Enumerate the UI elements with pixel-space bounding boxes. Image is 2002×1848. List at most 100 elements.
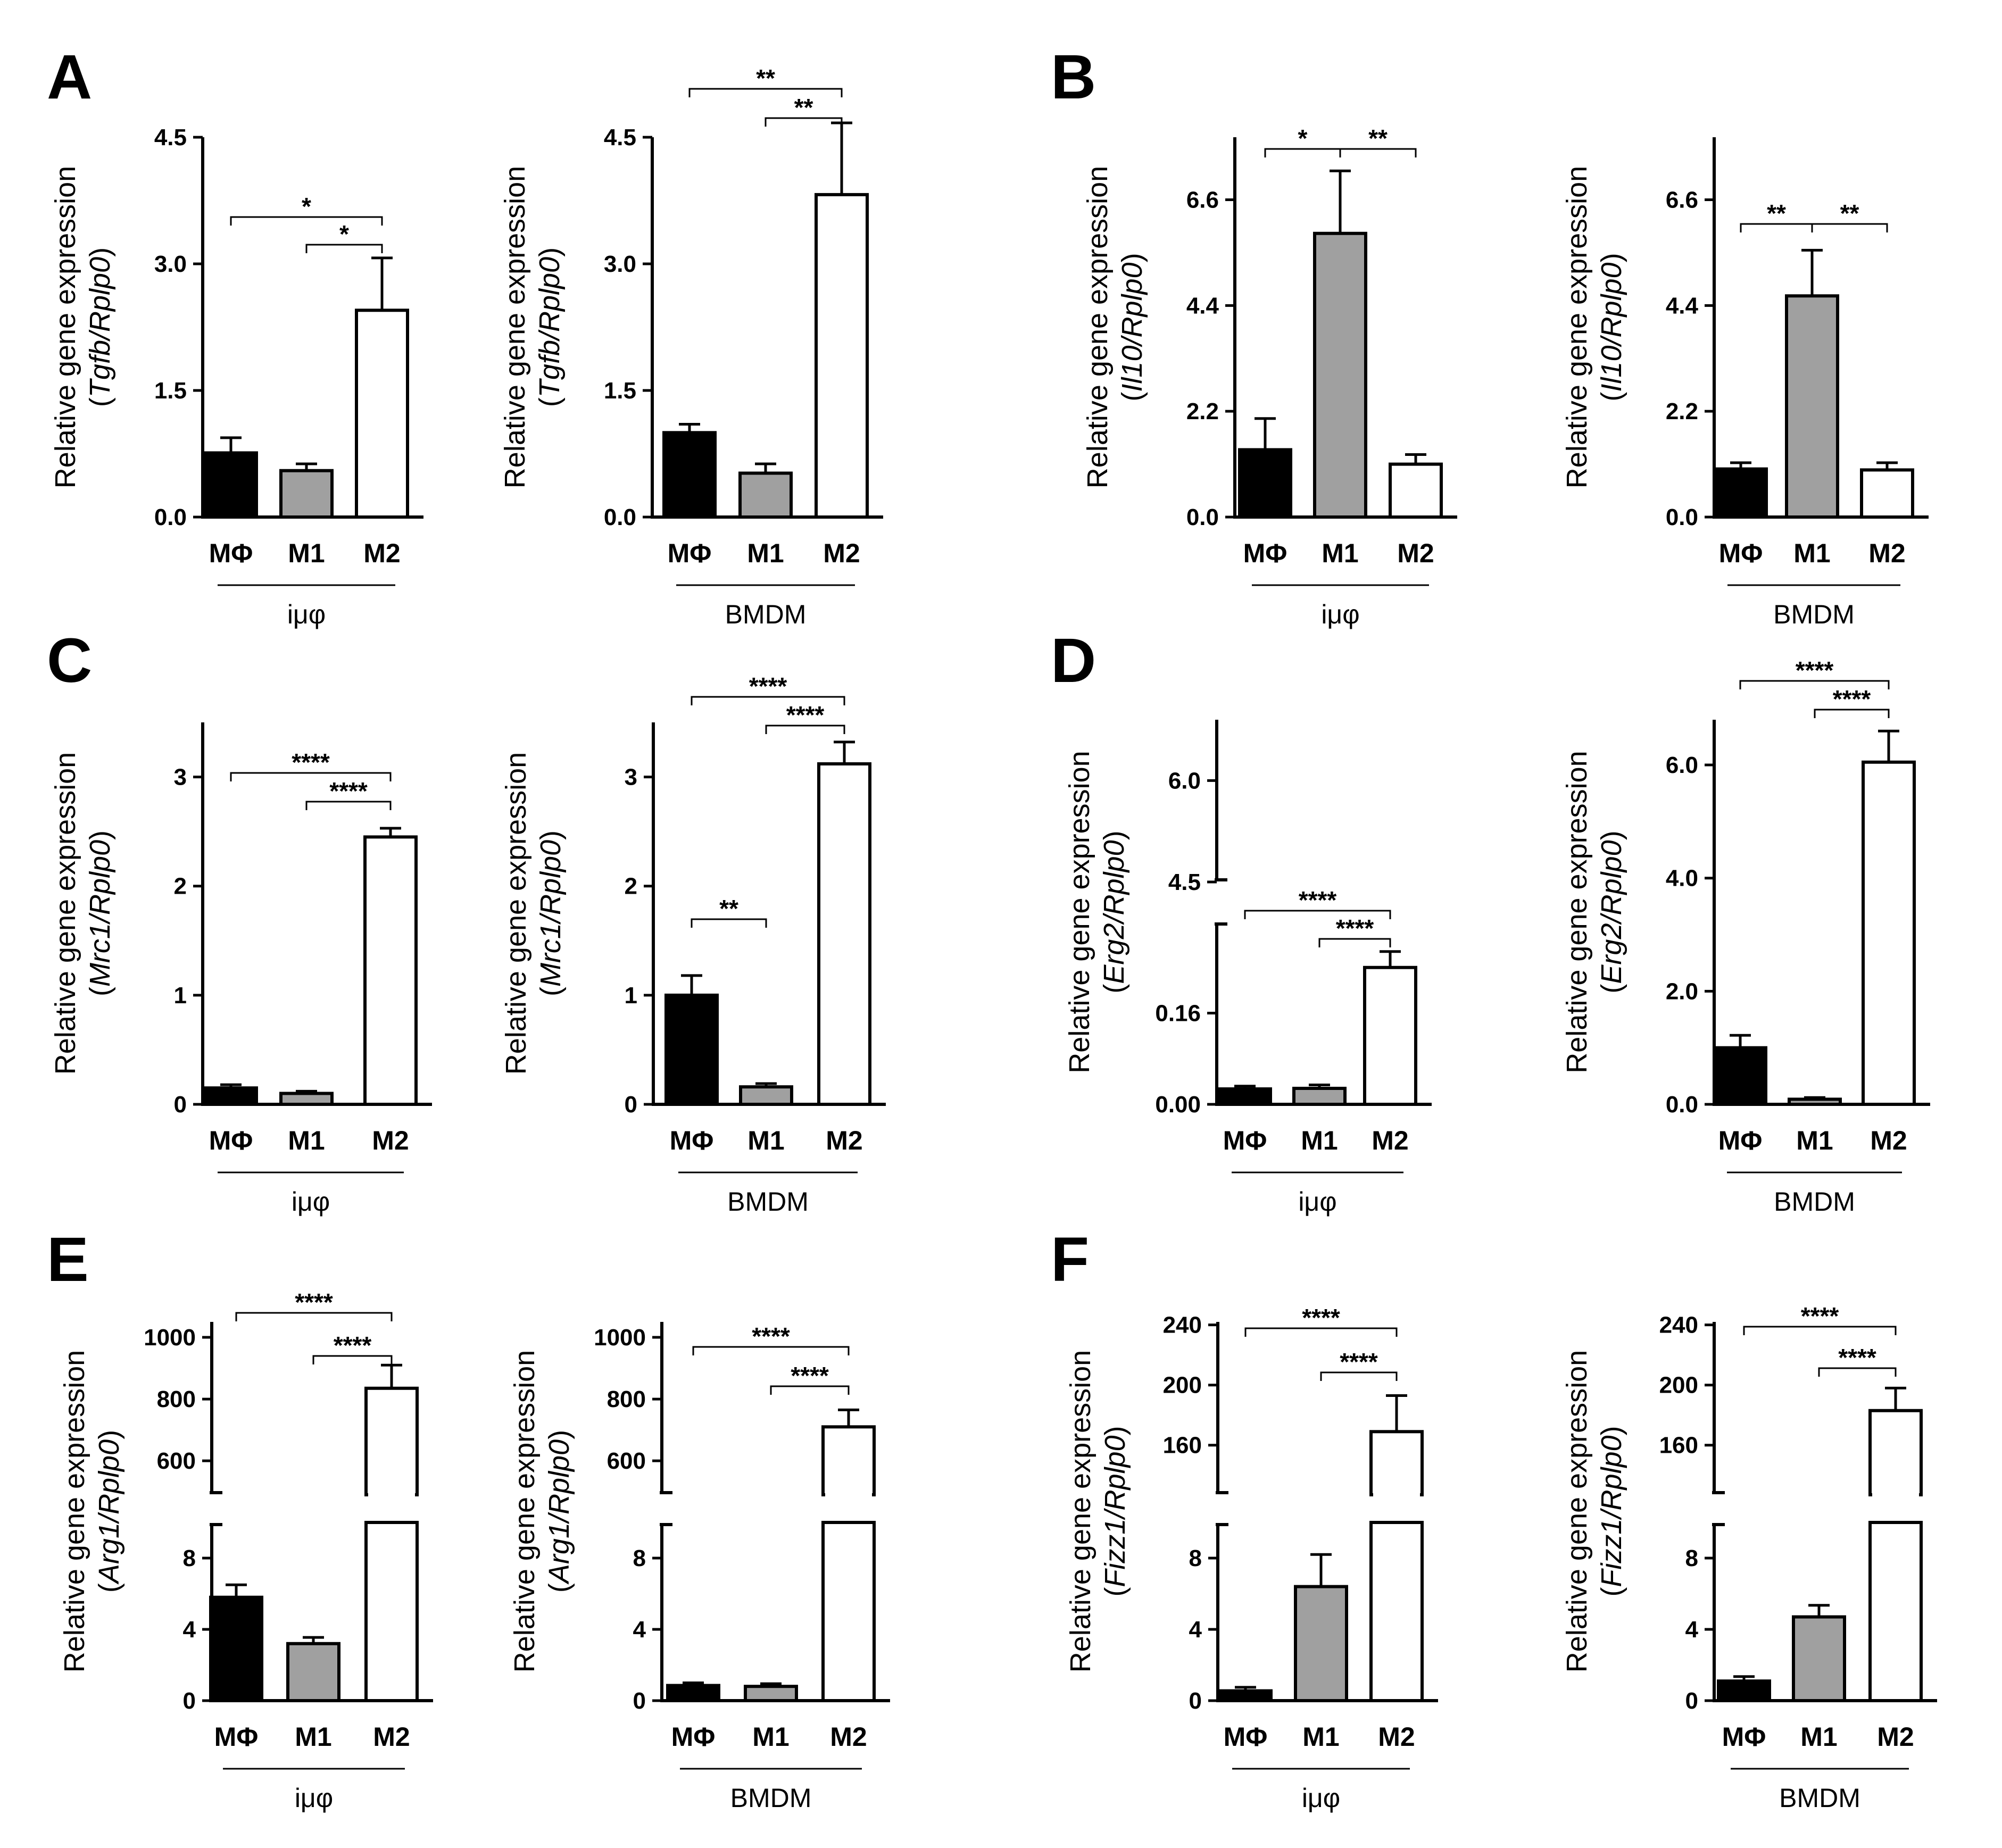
gene-paren-open: ( [1116, 392, 1148, 402]
bar-mphi [662, 431, 717, 519]
y-tick-label: 0.0 [1666, 1092, 1698, 1118]
y-tick-label: 0.16 [1155, 1001, 1201, 1027]
y-tick-label: 2.2 [1186, 398, 1219, 424]
panel-letter-c: C [47, 626, 92, 696]
significance-bracket [235, 1312, 393, 1321]
panel-letter-b: B [1051, 42, 1096, 112]
y-tick-label: 3 [625, 764, 637, 790]
x-tick-label: M2 [363, 538, 400, 568]
significance-label: ** [794, 94, 813, 121]
x-tick-label: M1 [1793, 538, 1830, 568]
bar-m1 [1313, 231, 1367, 519]
chart-right-il10-bmdm: 0.0 2.2 4.4 6.6 MΦ M1 M2 BMDM Relative gene expr… [1561, 137, 1929, 629]
significance-bracket [692, 1346, 850, 1355]
gene-paren-close: ) [543, 1430, 575, 1439]
y-tick-label: 6.6 [1186, 187, 1219, 213]
bar-m2 [355, 309, 409, 519]
y-axis-label: Relative gene expression [1561, 1350, 1593, 1672]
significance-label: **** [749, 672, 787, 700]
significance-bracket [305, 244, 383, 253]
significance-bracket [305, 801, 392, 810]
bar-break-gap [1872, 1493, 1919, 1499]
x-tick-label: MΦ [1722, 1722, 1766, 1752]
gene-paren-open: ( [93, 1583, 125, 1593]
significance-label: ** [1368, 124, 1388, 152]
significance-bracket [1818, 1367, 1897, 1377]
y-tick-label: 160 [1163, 1433, 1202, 1459]
y-axis-gene-label: (Fizz1/Rplp0) [1596, 1426, 1627, 1596]
group-label: BMDM [1774, 1187, 1855, 1217]
gene-paren-close: ) [84, 247, 116, 257]
significance-bracket [230, 772, 392, 781]
gene-name: Arg1/Rplp0 [543, 1439, 575, 1585]
chart-F-fizz1-imphi: 0 4 8 160 200 240 MΦ M1 M2 iμφ Relative gene expre… [1051, 1225, 1438, 1813]
gene-paren-open: ( [543, 1583, 575, 1593]
y-tick-label: 240 [1659, 1312, 1698, 1338]
group-label: iμφ [287, 600, 326, 629]
y-tick-label: 0 [183, 1688, 196, 1714]
group-label: iμφ [1321, 600, 1359, 629]
bar-mphi [1713, 1046, 1767, 1106]
y-tick-label: 8 [183, 1545, 196, 1571]
bar-m2 [815, 193, 869, 519]
y-tick-label: 0 [633, 1688, 646, 1714]
gene-name: Mrc1/Rplp0 [84, 840, 116, 987]
y-tick-label: 0.0 [604, 504, 636, 530]
x-tick-label: MΦ [1718, 1126, 1763, 1155]
bar-m1 [286, 1642, 340, 1703]
significance-bracket [691, 696, 845, 705]
x-tick-label: M2 [830, 1722, 867, 1752]
significance-label: **** [791, 1362, 829, 1389]
y-tick-label: 2 [625, 873, 637, 900]
chart-right-erg2-bmdm: 0.0 2.0 4.0 6.0 MΦ M1 M2 BMDM Relative gene expr… [1561, 656, 1930, 1217]
x-tick-label: M1 [1322, 538, 1358, 568]
gene-paren-open: ( [84, 397, 116, 407]
group-label: BMDM [1773, 600, 1855, 629]
y-tick-label: 800 [607, 1386, 646, 1412]
y-tick-label: 600 [157, 1448, 196, 1474]
x-tick-label: MΦ [1719, 538, 1763, 568]
gene-name: Tgfb/Rplp0 [534, 257, 566, 397]
bar-m1 [1792, 1615, 1846, 1703]
significance-label: ** [1767, 199, 1786, 227]
significance-bracket [1814, 709, 1890, 718]
y-tick-label: 1000 [144, 1325, 196, 1351]
significance-label: * [339, 220, 349, 248]
x-tick-label: M1 [1301, 1126, 1338, 1155]
bar-mphi [204, 451, 258, 519]
significance-label: ** [1840, 199, 1859, 227]
bar-mphi [666, 1684, 720, 1702]
significance-label: **** [1801, 1302, 1839, 1330]
panel-letter-d: D [1051, 626, 1096, 696]
bar-m1 [738, 471, 793, 519]
x-tick-label: M2 [826, 1126, 862, 1155]
y-tick-label: 8 [1685, 1545, 1698, 1571]
x-tick-label: M1 [1796, 1126, 1833, 1155]
gene-paren-close: ) [1098, 830, 1130, 840]
panel-letter-e: E [47, 1225, 89, 1295]
x-tick-label: M1 [288, 538, 325, 568]
x-tick-label: M2 [1397, 538, 1434, 568]
gene-paren-open: ( [1596, 984, 1627, 994]
chart-right-mrc1-bmdm: 0 1 2 3 MΦ M1 M2 BMDM Relative gene expression (M… [500, 672, 886, 1217]
significance-label: **** [1340, 1348, 1378, 1376]
significance-bracket [1811, 223, 1888, 232]
x-tick-label: MΦ [668, 538, 712, 568]
gene-name: Fizz1/Rplp0 [1099, 1435, 1131, 1587]
y-axis-gene-label: (Tgfb/Rplp0) [84, 247, 116, 407]
bar-mphi [1218, 1087, 1272, 1106]
y-tick-label: 0 [174, 1092, 187, 1118]
y-axis-label: Relative gene expression [1082, 166, 1114, 488]
y-tick-label: 200 [1163, 1372, 1202, 1399]
x-tick-label: M1 [1800, 1722, 1837, 1752]
gene-name: Mrc1/Rplp0 [535, 840, 567, 987]
y-tick-label: 6.0 [1666, 752, 1698, 778]
x-tick-label: M2 [1877, 1722, 1914, 1752]
significance-bracket [770, 1385, 850, 1395]
gene-paren-open: ( [1596, 392, 1627, 402]
y-axis-gene-label: (Tgfb/Rplp0) [534, 247, 566, 407]
bar-m1 [1292, 1086, 1347, 1106]
y-axis-label: Relative gene expression [49, 752, 81, 1075]
x-tick-label: MΦ [209, 1126, 253, 1155]
